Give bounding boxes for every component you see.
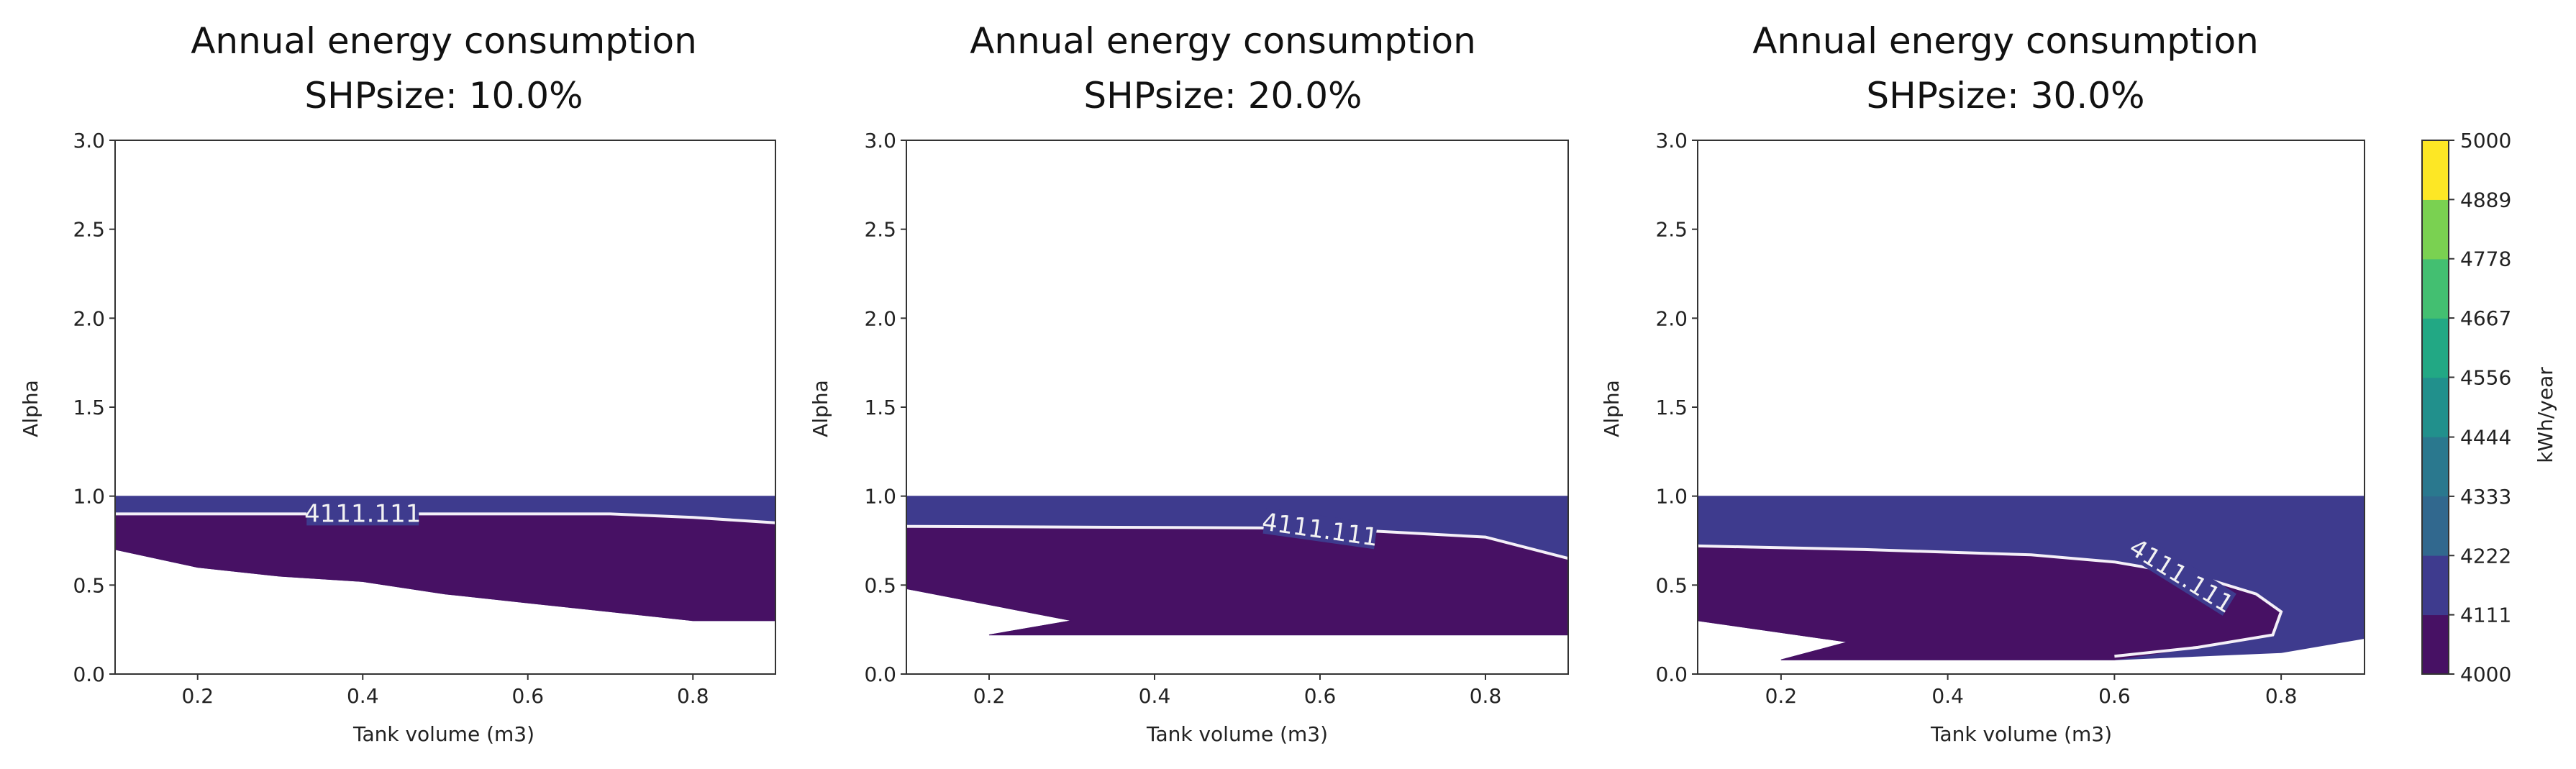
colorbar-tick-label: 4667 xyxy=(2460,306,2511,330)
colorbar-tick-label: 4000 xyxy=(2460,663,2511,686)
colorbar-tick-label: 4778 xyxy=(2460,247,2511,271)
panel-2-region-4000-4111 xyxy=(906,526,1569,636)
panel-3-xtick-label: 0.4 xyxy=(1931,684,1964,708)
colorbar-band xyxy=(2422,140,2449,200)
panel-3-xtick-label: 0.6 xyxy=(2098,684,2131,708)
colorbar-band xyxy=(2422,318,2449,378)
colorbar-tick-label: 4889 xyxy=(2460,188,2511,211)
colorbar-band xyxy=(2422,555,2449,616)
panel-1-ytick-label: 2.5 xyxy=(73,218,105,242)
colorbar-label: kWh/year xyxy=(2534,367,2557,463)
panel-2-xtick-label: 0.2 xyxy=(973,684,1006,708)
panel-1-title-line-1: Annual energy consumption xyxy=(191,20,697,62)
colorbar: 4000 4111 4222 4333 4444 4556 4667 4778 4889 5000 xyxy=(2421,129,2511,686)
panel-1-xtick-label: 0.2 xyxy=(181,684,214,708)
colorbar-band xyxy=(2422,199,2449,260)
panel-3-ytick-label: 3.0 xyxy=(1655,129,1688,153)
panel-1-region-4000-4111 xyxy=(114,513,776,622)
colorbar-band xyxy=(2422,258,2449,319)
panel-1-contour-label-bg xyxy=(306,499,419,526)
panel-2-ytick-label: 1.0 xyxy=(864,485,896,509)
panel-1-ytick-label: 2.0 xyxy=(73,306,105,330)
colorbar-tick-label: 4444 xyxy=(2460,426,2511,450)
panel-3-ytick-label: 0.5 xyxy=(1655,573,1688,597)
panel-2: Annual energy consumption SHPsize: 20.0%… xyxy=(809,20,1569,746)
panel-1-contour-label: 4111.111 xyxy=(304,499,421,528)
panel-2-ytick-label: 1.5 xyxy=(864,396,896,419)
panel-1-ytick-label: 1.0 xyxy=(73,485,105,509)
colorbar-band xyxy=(2422,377,2449,437)
panel-1-xtick-label: 0.6 xyxy=(511,684,544,708)
panel-3-xtick-label: 0.2 xyxy=(1765,684,1798,708)
colorbar-band xyxy=(2422,496,2449,556)
panel-2-xtick-label: 0.4 xyxy=(1139,684,1171,708)
colorbar-frame xyxy=(2421,140,2449,675)
colorbar-tick-label: 4333 xyxy=(2460,485,2511,509)
panel-2-xtick-label: 0.8 xyxy=(1470,684,1502,708)
panel-3: Annual energy consumption SHPsize: 30.0%… xyxy=(1600,20,2365,746)
panel-3-contour-line xyxy=(1697,544,2283,658)
panel-3-title-line-2: SHPsize: 30.0% xyxy=(1866,75,2144,117)
panel-3-xtick-label: 0.8 xyxy=(2265,684,2298,708)
panel-1: Annual energy consumption SHPsize: 10.0%… xyxy=(19,20,776,746)
panel-2-title-line-2: SHPsize: 20.0% xyxy=(1083,75,1362,117)
panel-1-ytick-label: 0.5 xyxy=(73,573,105,597)
panel-2-contour-label-bg xyxy=(1262,507,1378,550)
panel-2-ytick-label: 0.5 xyxy=(864,573,896,597)
colorbar-tick-label: 4556 xyxy=(2460,365,2511,389)
panel-3-ytick-label: 1.0 xyxy=(1655,485,1688,509)
panel-1-ytick-label: 1.5 xyxy=(73,396,105,419)
panel-3-ytick-label: 1.5 xyxy=(1655,396,1688,419)
panel-2-title-line-1: Annual energy consumption xyxy=(970,20,1476,62)
colorbar-band xyxy=(2422,437,2449,497)
panel-1-title-line-2: SHPsize: 10.0% xyxy=(304,75,583,117)
panel-2-xtick-label: 0.6 xyxy=(1304,684,1337,708)
panel-1-xtick-label: 0.4 xyxy=(347,684,379,708)
panel-3-ytick-label: 2.5 xyxy=(1655,218,1688,242)
panel-1-xtick-label: 0.8 xyxy=(677,684,709,708)
panel-2-contour-line xyxy=(906,524,1569,560)
colorbar-tick-label: 5000 xyxy=(2460,129,2511,153)
panel-2-ytick-label: 2.0 xyxy=(864,306,896,330)
panel-3-ytick-label: 2.0 xyxy=(1655,306,1688,330)
colorbar-band xyxy=(2422,614,2449,675)
panel-1-ylabel: Alpha xyxy=(19,380,42,437)
panel-2-ylabel: Alpha xyxy=(809,380,832,437)
panel-1-ytick-label: 3.0 xyxy=(73,129,105,153)
panel-1-plot-area: 4111.111 0.2 0.4 0.6 0.8 0.0 0.5 1.0 1.5 2.0 2.5 3.… xyxy=(73,129,776,708)
panel-2-ytick-label: 0.0 xyxy=(864,663,896,686)
colorbar-tick-label: 4222 xyxy=(2460,544,2511,568)
panel-2-ytick-label: 3.0 xyxy=(864,129,896,153)
panel-2-xlabel: Tank volume (m3) xyxy=(1146,722,1328,746)
colorbar-tick-label: 4111 xyxy=(2460,604,2511,627)
panel-2-ytick-label: 2.5 xyxy=(864,218,896,242)
panel-3-ytick-label: 0.0 xyxy=(1655,663,1688,686)
panel-3-contour-label-bg xyxy=(2127,534,2236,616)
panel-1-xlabel: Tank volume (m3) xyxy=(352,722,534,746)
panel-1-ytick-label: 0.0 xyxy=(73,663,105,686)
panel-3-xlabel: Tank volume (m3) xyxy=(1930,722,2112,746)
panel-3-title-line-1: Annual energy consumption xyxy=(1752,20,2259,62)
panel-3-ylabel: Alpha xyxy=(1600,380,1624,437)
